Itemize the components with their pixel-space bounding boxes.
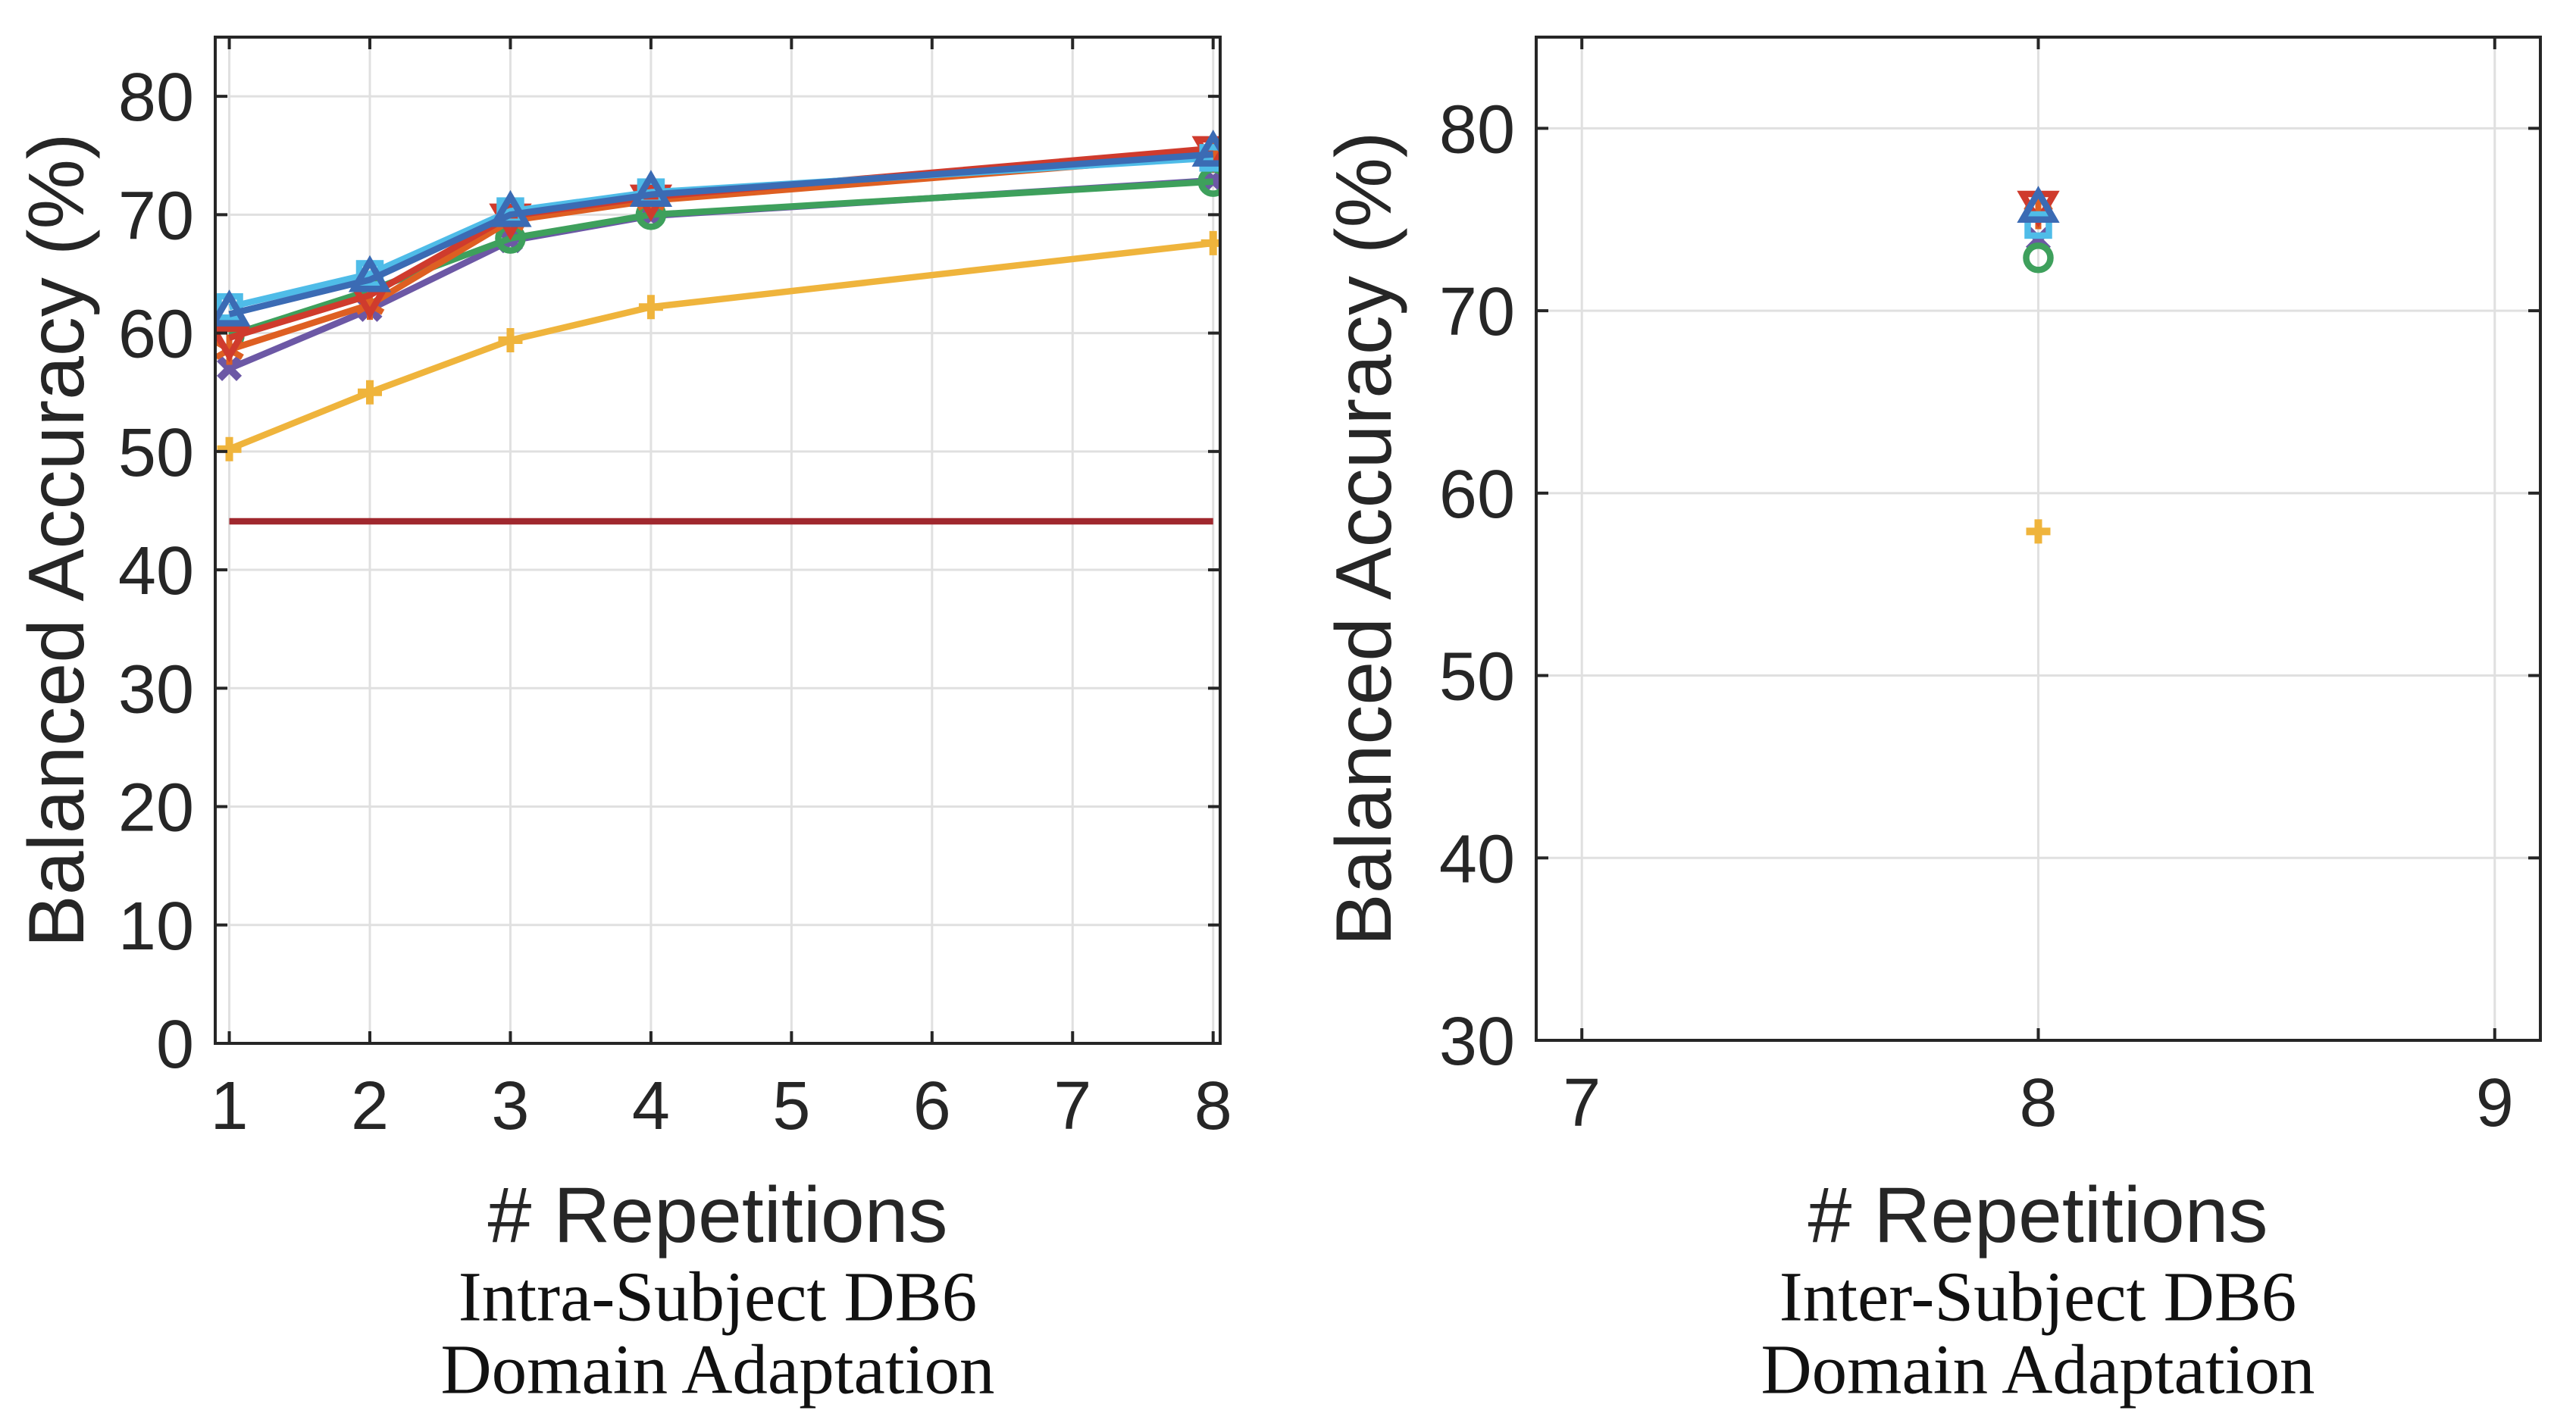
x-tick-label: 7 — [1563, 1065, 1601, 1141]
left-y-axis-label: Balanced Accuracy (%) — [13, 133, 101, 948]
right-caption-line1: Inter-Subject DB6 — [1779, 1258, 2297, 1337]
y-tick-label: 30 — [118, 652, 194, 727]
x-tick-label: 6 — [913, 1068, 951, 1144]
x-tick-label: 9 — [2476, 1065, 2514, 1141]
right-plot: 7 8 9 30 40 50 60 70 80 — [1439, 36, 2542, 1141]
x-tick-label: 2 — [351, 1068, 389, 1144]
plus-marker — [217, 436, 242, 461]
square-marker — [2024, 211, 2052, 239]
plus-marker — [498, 327, 523, 352]
y-tick-label: 50 — [118, 415, 194, 491]
y-tick-label: 40 — [1439, 821, 1515, 897]
plus-marker — [2026, 519, 2051, 544]
x-marker — [217, 355, 243, 381]
x-tick-label: 1 — [211, 1068, 249, 1144]
series-group — [214, 130, 1222, 525]
y-tick-label: 70 — [1439, 274, 1515, 350]
series-line — [228, 151, 1214, 317]
axes-box — [214, 36, 1222, 1045]
x-tick-label: 3 — [491, 1068, 529, 1144]
y-tick-label: 20 — [118, 771, 194, 846]
x-tick-label: 8 — [1194, 1068, 1232, 1144]
plus-marker — [638, 295, 663, 320]
y-tick-label: 60 — [1439, 457, 1515, 533]
y-tick-label: 70 — [118, 178, 194, 254]
triangle-down-marker — [214, 325, 251, 363]
x-tick-label: 5 — [772, 1068, 810, 1144]
y-tick-label: 50 — [1439, 640, 1515, 715]
triangle-up-marker — [348, 255, 392, 292]
left-caption-line2: Domain Adaptation — [440, 1331, 995, 1409]
triangle-up-marker — [214, 289, 251, 327]
right-caption-line2: Domain Adaptation — [1761, 1331, 2315, 1409]
plus-marker — [358, 380, 382, 405]
left-caption-line1: Intra-Subject DB6 — [458, 1258, 978, 1337]
y-tick-label: 10 — [118, 889, 194, 965]
triangle-up-marker — [2017, 186, 2060, 223]
y-tick-label: 0 — [156, 1007, 194, 1083]
triangle-up-marker — [629, 170, 673, 208]
circle-marker — [2023, 242, 2054, 274]
triangle-up-marker — [489, 189, 532, 227]
right-x-axis-label: # Repetitions — [1808, 1171, 2268, 1259]
series-group — [2017, 186, 2060, 544]
left-x-axis-label: # Repetitions — [487, 1171, 948, 1259]
y-tick-label: 60 — [118, 297, 194, 373]
x-tick-label: 4 — [632, 1068, 670, 1144]
y-tick-label: 80 — [1439, 92, 1515, 167]
y-tick-label: 80 — [118, 60, 194, 136]
x-tick-label: 7 — [1053, 1068, 1091, 1144]
x-tick-label: 8 — [2019, 1065, 2057, 1141]
right-y-axis-label: Balanced Accuracy (%) — [1320, 131, 1408, 946]
y-tick-label: 30 — [1439, 1004, 1515, 1080]
y-tick-label: 40 — [118, 533, 194, 609]
